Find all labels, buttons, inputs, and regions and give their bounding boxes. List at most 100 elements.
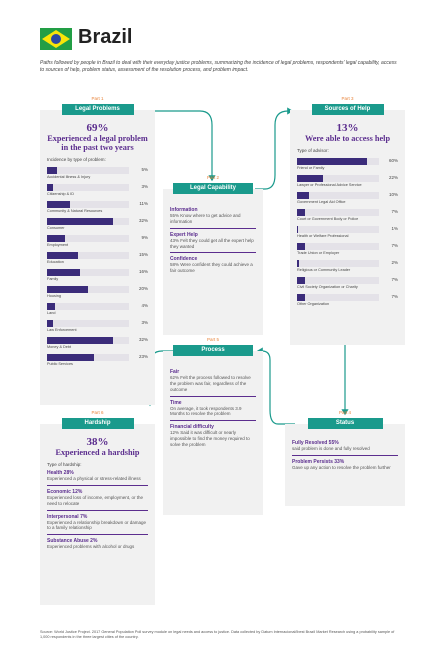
item-title: Confidence — [170, 256, 198, 263]
bar-label: Health or Welfare Professional — [297, 234, 349, 239]
content: Fair 62% Felt the process followed to res… — [170, 369, 256, 448]
part-label: Part 4 — [338, 410, 351, 415]
bar-label: Trade Union or Employer — [297, 251, 340, 256]
item-text: said problem is done and fully resolved — [292, 446, 370, 451]
bar-label: Friend or Family — [297, 166, 325, 171]
item-title: Information — [170, 207, 198, 213]
bar-track — [47, 201, 129, 209]
bar-row: 10% Government Legal Aid Office — [297, 190, 398, 207]
bar-row: 1% Health or Welfare Professional — [297, 224, 398, 241]
bar-track — [297, 294, 379, 302]
bar-value: 32% — [138, 337, 148, 343]
separator — [170, 420, 256, 422]
bar-track — [47, 337, 129, 345]
status-box: Fully Resolved 55% said problem is done a… — [285, 424, 405, 506]
bar — [47, 320, 54, 328]
bar-track — [47, 167, 129, 175]
bar-value: 15% — [138, 252, 148, 258]
bar-track — [47, 235, 129, 243]
bar-value: 9% — [141, 235, 148, 241]
bar-row: 3% Law Enforcement — [47, 318, 148, 335]
bar-value: 3% — [141, 320, 148, 326]
part-label: Part 2 — [206, 175, 219, 180]
bar-track — [47, 303, 129, 311]
stat-value: 38% — [86, 436, 109, 448]
title: Brazil — [78, 26, 133, 48]
arrow — [256, 347, 295, 425]
bar-row: 7% Civil Society Organization or Charity — [297, 275, 398, 292]
bar-value: 23% — [138, 354, 148, 360]
stat-text: Experienced a hardship — [55, 448, 140, 457]
bar-label: Consumer — [47, 226, 65, 231]
hardship-box: 38% Experienced a hardship Type of hardshi… — [40, 424, 155, 605]
bar — [297, 209, 306, 217]
list-title: Incidence by type of problem: — [47, 157, 106, 163]
stat-text: Were able to access help — [304, 134, 391, 143]
part-label: Part 5 — [206, 337, 219, 342]
bar-row: 5% Accidental Illness & Injury — [47, 165, 148, 182]
bar-label: Civil Society Organization or Charity — [297, 285, 358, 290]
bar-value: 2% — [391, 260, 398, 266]
process-box: Fair 62% Felt the process followed to res… — [163, 351, 263, 515]
section-heading: Status — [307, 418, 383, 429]
bar-track — [47, 184, 129, 192]
bar-value: 7% — [391, 277, 398, 283]
bar — [297, 277, 306, 285]
content: 13% Were able to access help Type of advis… — [297, 122, 398, 309]
item-title: Time — [170, 399, 182, 406]
separator — [47, 484, 148, 486]
bar — [297, 192, 309, 200]
bar — [47, 354, 95, 362]
bar-label: Citizenship & ID — [47, 192, 75, 197]
item-text: Experienced problems with alcohol or dru… — [47, 544, 135, 550]
bar-value: 32% — [138, 218, 148, 224]
bar-track — [47, 320, 129, 328]
legal-capability-box: Information 55% Know where to get advice … — [163, 189, 263, 335]
bar — [297, 260, 300, 268]
separator — [47, 509, 148, 511]
bar-track — [47, 286, 129, 294]
bar-value: 22% — [388, 175, 398, 181]
bar-row: 7% Court or Government Body or Police — [297, 207, 398, 224]
bar-label: Community & Natural Resources — [47, 209, 103, 214]
item-text: Gave up any action to resolve the proble… — [292, 464, 391, 470]
bar — [47, 184, 54, 192]
separator — [47, 534, 148, 536]
content: Fully Resolved 55% said problem is done a… — [292, 440, 398, 471]
bar-track — [297, 226, 379, 234]
bar-track — [47, 218, 129, 226]
bar — [47, 235, 66, 243]
separator — [292, 454, 398, 456]
item-text: 55% Know where to get advice and informa… — [170, 213, 241, 224]
bar-value: 5% — [141, 167, 148, 173]
part-label: Part 3 — [341, 96, 354, 101]
content: 69% Experienced a legal problem in the pa… — [47, 122, 148, 369]
bar-track — [47, 252, 129, 260]
bar-track — [297, 209, 379, 217]
section-heading: Legal Problems — [61, 104, 134, 115]
bar — [47, 269, 80, 277]
bar — [47, 303, 56, 311]
bar — [47, 218, 113, 226]
bar — [297, 243, 306, 251]
bar-track — [297, 158, 379, 166]
bar-label: Law Enforcement — [47, 328, 77, 333]
bar-label: Employment — [47, 243, 69, 248]
stat-value: 13% — [336, 122, 359, 134]
bar-track — [297, 260, 379, 268]
item-title: Problem Persists 33% — [292, 458, 345, 465]
bar-row: 11% Community & Natural Resources — [47, 199, 148, 216]
content: 38% Experienced a hardship Type of hardshi… — [47, 436, 148, 550]
bar — [297, 226, 299, 234]
bar-track — [47, 269, 129, 277]
bar-value: 4% — [141, 303, 148, 309]
item-text: 12% Said it was difficult or nearly impo… — [170, 430, 250, 447]
bar-label: Housing — [47, 294, 61, 299]
bar-row: 16% Family — [47, 267, 148, 284]
bar-row: 2% Religious or Community Leader — [297, 258, 398, 275]
bar-label: Land — [47, 311, 56, 316]
bar-value: 7% — [391, 294, 398, 300]
bar-row: 3% Citizenship & ID — [47, 182, 148, 199]
list-title: Type of advisor: — [297, 148, 329, 154]
item-title: Economic 12% — [47, 488, 83, 495]
